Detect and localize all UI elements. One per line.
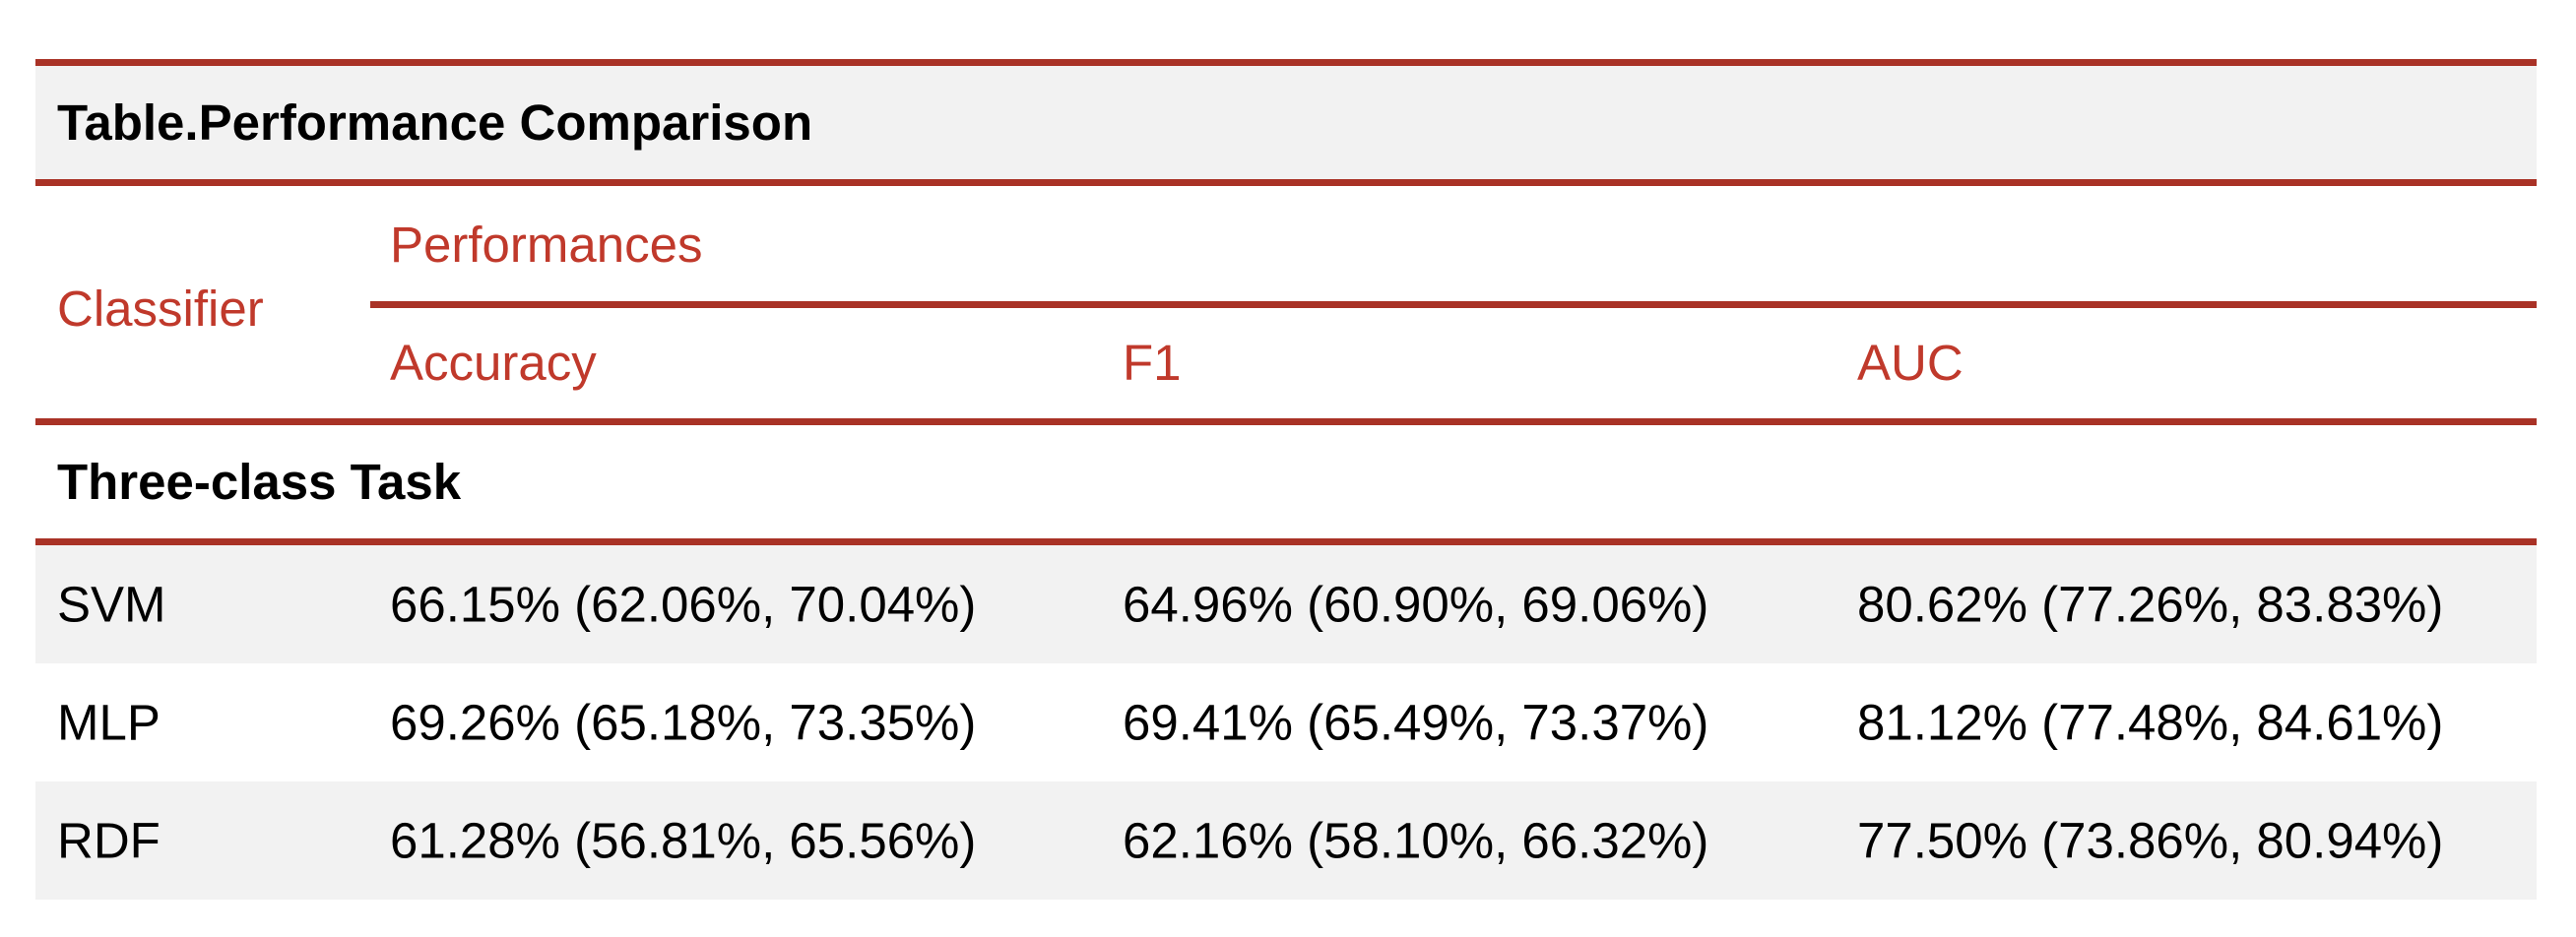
accuracy-cell: 69.26% (65.18%, 73.35%) xyxy=(390,694,977,751)
performances-rule xyxy=(370,301,2537,308)
section-bottom-rule xyxy=(35,538,2537,545)
table-title: Table.Performance Comparison xyxy=(35,66,2537,179)
f1-cell: 64.96% (60.90%, 69.06%) xyxy=(1123,576,1709,633)
performance-table: Table.Performance Comparison Classifier … xyxy=(35,59,2537,900)
auc-cell: 77.50% (73.86%, 80.94%) xyxy=(1857,812,2444,869)
header-f1: F1 xyxy=(1123,335,1182,391)
header-accuracy: Accuracy xyxy=(390,335,597,391)
accuracy-cell: 66.15% (62.06%, 70.04%) xyxy=(390,576,977,633)
table-row: SVM 66.15% (62.06%, 70.04%) 64.96% (60.9… xyxy=(35,545,2537,663)
table-row: RDF 61.28% (56.81%, 65.56%) 62.16% (58.1… xyxy=(35,781,2537,900)
accuracy-cell: 61.28% (56.81%, 65.56%) xyxy=(390,812,977,869)
table-header: Classifier Performances Accuracy F1 AUC xyxy=(35,186,2537,418)
f1-cell: 69.41% (65.49%, 73.37%) xyxy=(1123,694,1709,751)
header-classifier: Classifier xyxy=(57,281,264,337)
classifier-cell: MLP xyxy=(57,694,161,751)
auc-cell: 81.12% (77.48%, 84.61%) xyxy=(1857,694,2444,751)
f1-cell: 62.16% (58.10%, 66.32%) xyxy=(1123,812,1709,869)
auc-cell: 80.62% (77.26%, 83.83%) xyxy=(1857,576,2444,633)
table-row: MLP 69.26% (65.18%, 73.35%) 69.41% (65.4… xyxy=(35,663,2537,781)
title-bottom-rule xyxy=(35,179,2537,186)
section-heading: Three-class Task xyxy=(57,454,462,510)
top-rule xyxy=(35,59,2537,66)
header-auc: AUC xyxy=(1857,335,1964,391)
classifier-cell: SVM xyxy=(57,576,166,633)
classifier-cell: RDF xyxy=(57,812,161,869)
header-bottom-rule xyxy=(35,418,2537,425)
header-performances: Performances xyxy=(390,217,703,273)
